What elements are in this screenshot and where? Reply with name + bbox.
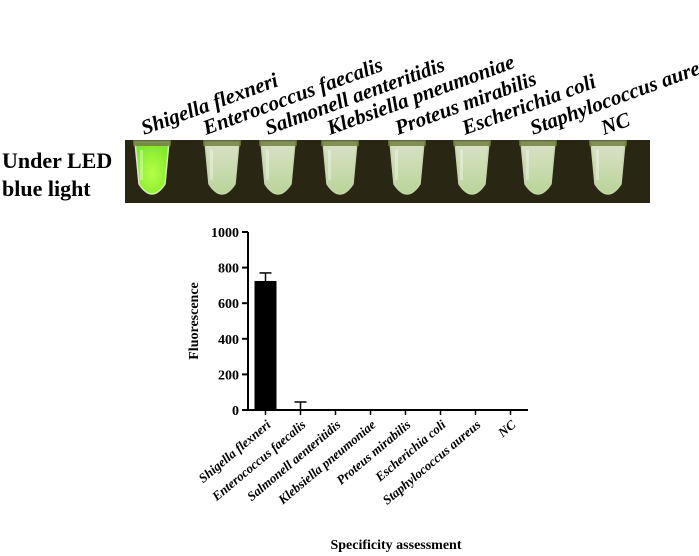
tube [388, 140, 426, 195]
y-tick-label: 800 [218, 262, 239, 277]
tube-rim [133, 140, 171, 146]
tube-highlight [460, 150, 463, 180]
tube-fluid [260, 141, 296, 195]
tube [133, 140, 171, 195]
tube-fluid [520, 141, 556, 195]
tube [259, 140, 297, 195]
tube-rim [203, 140, 241, 146]
tube-fluid [454, 141, 490, 195]
tube-highlight [395, 150, 398, 180]
bar [254, 280, 277, 410]
y-tick-label: 600 [218, 297, 239, 312]
tube-rim [453, 140, 491, 146]
tube [203, 140, 241, 195]
tube-highlight [328, 150, 331, 180]
tube-rim [259, 140, 297, 146]
x-tick-label: NC [494, 417, 518, 441]
led-photo-panel [125, 140, 650, 203]
tube [453, 140, 491, 195]
photo-background [125, 140, 650, 203]
bar [289, 409, 312, 410]
x-axis-title: Specificity assessment [330, 538, 461, 553]
tube-highlight [596, 150, 599, 180]
tube-fluid [590, 141, 626, 195]
tube [589, 140, 627, 195]
tube-fluid [204, 141, 240, 195]
tube-highlight [140, 150, 143, 180]
tube-rim [519, 140, 557, 146]
tube [519, 140, 557, 195]
y-tick-label: 400 [218, 333, 239, 348]
tube-highlight [210, 150, 213, 180]
tube-fluid [389, 141, 425, 195]
y-tick-label: 0 [232, 404, 239, 419]
tube-highlight [526, 150, 529, 180]
photo-label-line-1: Under LED [2, 148, 112, 173]
tube-rim [388, 140, 426, 146]
tube-fluid [134, 141, 170, 195]
photo-label-line-2: blue light [2, 176, 91, 201]
tube-fluid [322, 141, 358, 195]
tube-rim [321, 140, 359, 146]
y-axis-title: Fluorescence [187, 282, 202, 360]
tube [321, 140, 359, 195]
y-tick-label: 200 [218, 368, 239, 383]
tube-highlight [266, 150, 269, 180]
tube-rim [589, 140, 627, 146]
y-tick-label: 1000 [211, 226, 239, 241]
